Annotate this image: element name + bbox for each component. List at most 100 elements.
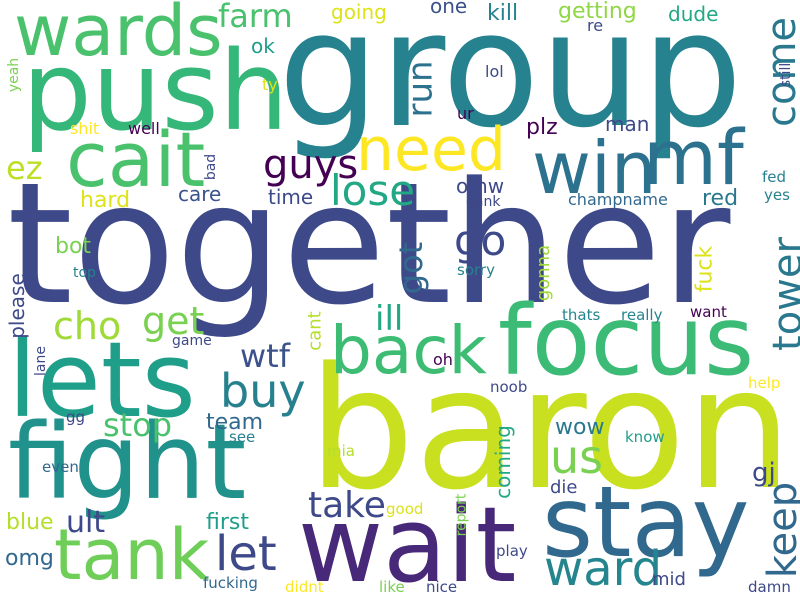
word-well: well bbox=[128, 119, 160, 138]
word-kill: kill bbox=[487, 1, 519, 26]
word-know: know bbox=[625, 428, 665, 446]
word-gonna: gonna bbox=[533, 244, 555, 302]
word-care: care bbox=[178, 182, 222, 206]
word-hard: hard bbox=[80, 188, 131, 213]
word-re: re bbox=[587, 16, 604, 35]
word-need: need bbox=[356, 115, 506, 185]
word-please: please bbox=[4, 273, 29, 339]
word-group: group bbox=[278, 0, 743, 163]
word-lol: lol bbox=[485, 62, 504, 81]
word-ez: ez bbox=[6, 149, 43, 187]
word-help: help bbox=[748, 374, 781, 392]
word-ok: ok bbox=[251, 34, 275, 58]
word-cho: cho bbox=[53, 304, 122, 348]
word-bot: bot bbox=[55, 234, 92, 259]
word-shit: shit bbox=[70, 119, 100, 138]
word-farm: farm bbox=[218, 0, 293, 35]
word-really: really bbox=[621, 306, 663, 324]
word-first: first bbox=[206, 510, 249, 535]
word-champname: champname bbox=[568, 190, 668, 209]
word-wow: wow bbox=[555, 415, 605, 440]
word-guys: guys bbox=[263, 142, 359, 188]
word-still: still bbox=[778, 62, 795, 88]
word-lets: lets bbox=[8, 319, 196, 441]
word-wards: wards bbox=[14, 0, 223, 72]
word-red: red bbox=[702, 186, 739, 211]
word-run: run bbox=[400, 60, 441, 118]
word-plz: plz bbox=[526, 115, 558, 140]
word-blue: blue bbox=[6, 510, 54, 535]
word-wait: wait bbox=[298, 484, 517, 600]
word-damn: damn bbox=[748, 578, 791, 596]
word-going: going bbox=[331, 0, 387, 24]
word-report: report bbox=[453, 493, 470, 537]
word-let: let bbox=[215, 526, 277, 582]
word-win: win bbox=[532, 126, 657, 210]
word-buy: buy bbox=[220, 364, 306, 418]
word-gg: gg bbox=[66, 408, 86, 426]
word-ill: ill bbox=[375, 299, 404, 339]
word-game: game bbox=[172, 333, 212, 349]
word-cant: cant bbox=[304, 311, 326, 351]
word-mid: mid bbox=[652, 569, 686, 590]
word-bad: bad bbox=[203, 153, 220, 181]
word-tower: tower bbox=[764, 237, 800, 351]
word-one: one bbox=[430, 0, 468, 18]
word-coming: coming bbox=[490, 425, 515, 499]
word-ward: ward bbox=[544, 541, 663, 597]
word-tank: tank bbox=[54, 514, 210, 596]
word-go: go bbox=[454, 216, 507, 265]
word-omg: omg bbox=[5, 546, 54, 571]
word-lane: lane bbox=[32, 346, 49, 376]
word-keep: keep bbox=[760, 481, 800, 579]
word-stop: stop bbox=[103, 406, 173, 444]
word-push: push bbox=[22, 27, 289, 155]
word-take: take bbox=[308, 485, 386, 526]
word-yes: yes bbox=[764, 186, 790, 204]
word-noob: noob bbox=[490, 378, 528, 396]
word-nice: nice bbox=[426, 578, 458, 596]
word-oh: oh bbox=[433, 350, 453, 369]
word-ty: ty bbox=[262, 75, 278, 94]
word-gank: gank bbox=[466, 194, 501, 210]
word-got: got bbox=[392, 241, 431, 295]
word-fuck: fuck bbox=[692, 245, 718, 293]
word-lose: lose bbox=[330, 166, 416, 215]
word-wtf: wtf bbox=[240, 337, 290, 375]
word-get: get bbox=[142, 299, 205, 343]
word-ur: ur bbox=[457, 104, 474, 123]
word-focus: focus bbox=[498, 285, 755, 397]
word-thats: thats bbox=[562, 306, 601, 324]
word-gj: gj bbox=[752, 458, 776, 488]
word-ult: ult bbox=[66, 505, 106, 540]
word-fucking: fucking bbox=[203, 574, 258, 592]
word-stay: stay bbox=[542, 466, 750, 580]
word-time: time bbox=[268, 185, 314, 209]
word-even: even bbox=[42, 458, 79, 476]
word-fed: fed bbox=[762, 168, 787, 186]
word-cait: cait bbox=[66, 115, 206, 204]
word-play: play bbox=[496, 542, 528, 560]
word-us: us bbox=[550, 430, 604, 484]
word-mia: mia bbox=[327, 442, 355, 460]
word-fight: fight bbox=[8, 401, 247, 523]
word-omw: omw bbox=[456, 174, 505, 198]
word-together: together bbox=[7, 146, 731, 342]
word-see: see bbox=[229, 428, 256, 446]
word-die: die bbox=[550, 477, 578, 498]
word-good: good bbox=[386, 500, 424, 518]
word-sorry: sorry bbox=[457, 261, 495, 279]
word-top: top bbox=[73, 265, 96, 281]
word-baron: baron bbox=[308, 331, 793, 527]
word-like: like bbox=[379, 578, 405, 596]
word-mf: mf bbox=[643, 113, 744, 202]
word-dude: dude bbox=[668, 2, 719, 26]
word-didnt: didnt bbox=[285, 578, 324, 596]
word-getting: getting bbox=[558, 0, 637, 24]
word-back: back bbox=[330, 312, 487, 389]
word-man: man bbox=[605, 112, 650, 136]
word-want: want bbox=[690, 303, 727, 321]
word-yeah: yeah bbox=[6, 57, 23, 93]
word-team: team bbox=[206, 410, 264, 435]
